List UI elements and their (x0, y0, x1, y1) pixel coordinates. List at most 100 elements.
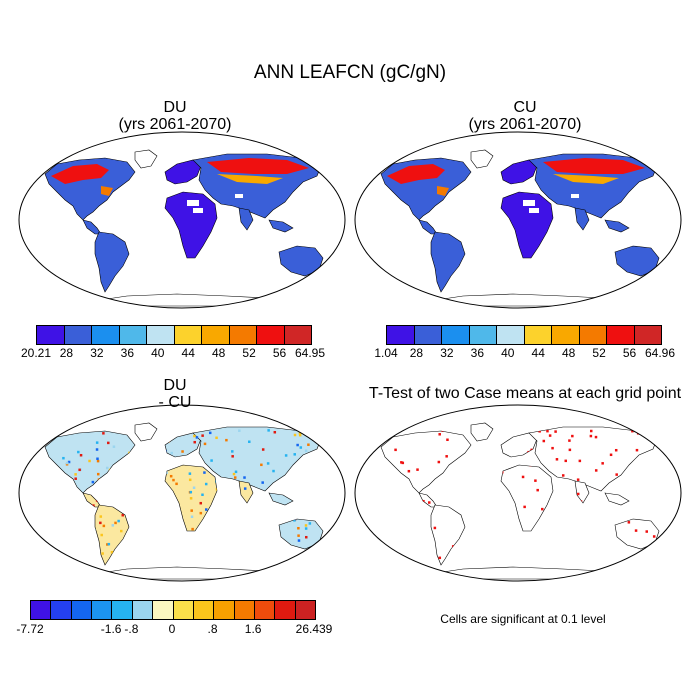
continent-india (574, 480, 590, 504)
diff-cell (101, 552, 104, 555)
diff-cell (262, 520, 266, 523)
continent-australia (614, 518, 660, 550)
diff-cell (293, 453, 296, 456)
significant-cell (631, 429, 634, 433)
significant-cell (400, 461, 403, 464)
boreal-band (553, 174, 619, 184)
diff-cell (153, 506, 157, 510)
diff-cell (234, 485, 237, 489)
significant-cell (614, 448, 618, 452)
diff-cell (155, 548, 158, 552)
significant-cell (390, 511, 394, 515)
significant-cell (549, 542, 553, 545)
continent-africa (500, 191, 554, 259)
significant-cell (639, 490, 642, 493)
significant-cell (486, 439, 489, 443)
diff-cell (172, 478, 175, 482)
diff-cell (136, 464, 140, 468)
diff-cell (261, 448, 265, 451)
diff-cell (143, 506, 147, 509)
diff-cell (224, 514, 228, 517)
diff-cell (158, 480, 161, 483)
colorbar-diff-swatch (92, 601, 113, 619)
diff-cell (106, 543, 109, 546)
diff-cell (267, 429, 270, 432)
diff-cell (278, 490, 282, 493)
significant-cell (570, 536, 574, 540)
panel-cu-title: CU (yrs 2061-2070) (360, 99, 690, 133)
diff-cell (214, 507, 217, 510)
diff-cell (65, 461, 69, 465)
diff-cell (120, 529, 123, 533)
diff-cell (298, 432, 302, 435)
continent-antarctica (422, 566, 624, 580)
diff-cell (304, 449, 308, 453)
diff-cell (190, 515, 194, 519)
significant-cell (489, 478, 492, 482)
diff-cell (112, 445, 116, 448)
diff-cell (203, 471, 206, 474)
diff-cell (97, 493, 101, 497)
diff-cell (62, 517, 65, 521)
significant-cell (428, 501, 431, 504)
colorbar-du-label: 28 (59, 346, 74, 360)
significance-note: Cells are significant at 0.1 level (440, 612, 606, 626)
colorbar-diff (30, 600, 316, 620)
diff-cell (211, 534, 215, 538)
significant-cell (568, 439, 571, 442)
colorbar-cu-swatch (414, 326, 442, 344)
diff-cell (136, 551, 139, 554)
diff-cell (203, 442, 207, 446)
significant-cell (407, 469, 411, 473)
significant-cell (540, 516, 543, 519)
significant-cell (589, 434, 593, 438)
colorbar-cu-label: 52 (592, 346, 606, 360)
diff-cell (302, 478, 305, 481)
significant-cell (600, 536, 603, 539)
diff-cell (52, 509, 56, 512)
diff-cell (188, 472, 192, 475)
diff-cell (191, 527, 194, 531)
significant-cell (546, 429, 549, 433)
colorbar-diff-label: 0 (168, 622, 176, 636)
diff-cell (65, 463, 69, 466)
diff-cell (47, 495, 50, 498)
significant-cell (474, 510, 477, 514)
significant-cell (574, 553, 578, 556)
diff-cell (308, 522, 312, 525)
diff-cell (98, 496, 102, 500)
significant-cell (638, 487, 642, 490)
significant-cell (493, 469, 496, 472)
colorbar-diff-labels: -7.72 -1.6 -.8 0 .8 1.6 26.439 (16, 622, 332, 638)
diff-cell (202, 557, 205, 560)
colorbar-cu-swatch (442, 326, 470, 344)
significant-cell (489, 519, 492, 523)
continent-antarctica (86, 566, 288, 580)
map-frame (18, 404, 346, 582)
significant-cell (555, 458, 559, 461)
diff-cell (308, 471, 312, 474)
significant-cell (441, 429, 444, 432)
diff-cell (275, 502, 278, 506)
diff-cell (260, 510, 263, 513)
diff-cell (168, 503, 172, 507)
diff-cell (108, 495, 111, 499)
panel-du-title-line2: (yrs 2061-2070) (118, 116, 232, 133)
colorbar-cu-label: 28 (409, 346, 424, 360)
diff-cell (230, 547, 233, 550)
diff-cell (243, 476, 246, 479)
diff-cell (88, 459, 91, 463)
diff-cell (201, 434, 204, 437)
diff-cell (264, 546, 267, 550)
diff-cell (227, 557, 231, 561)
diff-cell (260, 463, 263, 467)
map-frame (18, 131, 346, 309)
continent-australia (614, 245, 660, 277)
diff-cell (182, 526, 186, 529)
significant-cell (615, 473, 618, 476)
diff-cell (135, 499, 139, 503)
diff-cell (169, 474, 173, 478)
significant-cell (645, 530, 648, 533)
diff-cell (76, 529, 80, 532)
colorbar-du-label: 44 (181, 346, 195, 360)
